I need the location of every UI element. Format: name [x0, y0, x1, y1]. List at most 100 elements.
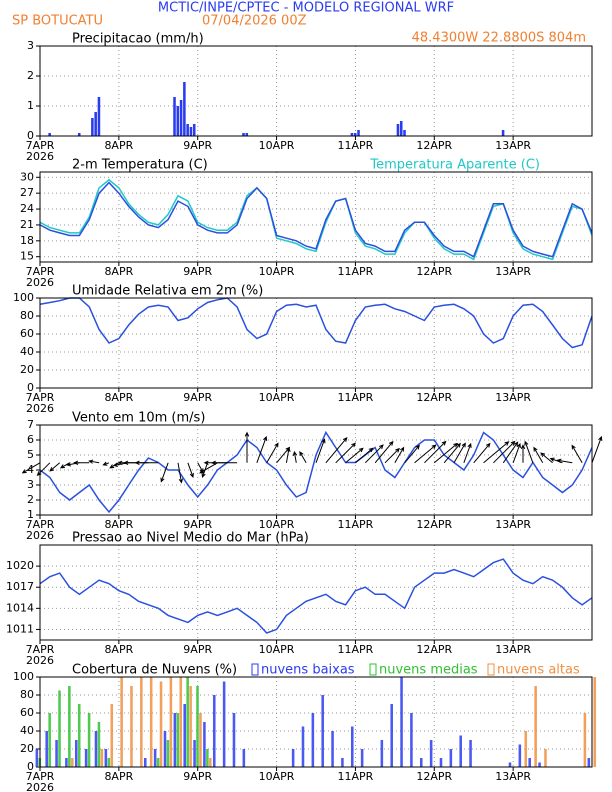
wind-arrow: [591, 435, 603, 463]
x-tick-label: 12APR: [416, 643, 452, 656]
bar: [159, 681, 163, 767]
wind-arrow: [187, 462, 194, 478]
wind-arrow: [384, 447, 400, 464]
line: [39, 178, 593, 261]
bar: [390, 704, 393, 767]
wind-arrow: [266, 442, 279, 464]
panel-title: 2-m Temperatura (C): [72, 158, 208, 173]
bar: [192, 124, 196, 136]
line: [39, 297, 593, 349]
bar: [143, 758, 147, 767]
y-tick-label: 18: [20, 234, 34, 247]
panel-frame: [39, 676, 593, 768]
wind-arrow: [463, 442, 472, 463]
x-tick-label: 11APR: [338, 643, 374, 656]
x-tick-label: 11APR: [338, 139, 374, 152]
bar: [100, 749, 104, 767]
y-tick-label: 4: [27, 463, 34, 476]
wind-arrow: [502, 441, 519, 464]
bar: [212, 695, 216, 767]
bar: [321, 695, 324, 767]
bar: [242, 749, 246, 767]
bar: [353, 133, 357, 136]
bar: [169, 677, 173, 767]
wind-arrow: [493, 440, 516, 464]
x-tick-label: 9APR: [183, 643, 212, 656]
x-year-label: 2026: [26, 781, 54, 792]
bar: [311, 713, 315, 767]
bar: [518, 744, 522, 767]
bar: [156, 758, 160, 767]
y-tick-label: 1011: [6, 622, 34, 635]
bar: [91, 118, 94, 136]
panel-title: Vento em 10m (m/s): [72, 411, 205, 426]
x-tick-label: 9APR: [183, 265, 212, 278]
bar: [459, 735, 462, 767]
x-tick-label: 10APR: [259, 770, 295, 783]
bar: [222, 681, 226, 767]
y-tick-label: 40: [20, 345, 34, 358]
bar: [94, 112, 97, 136]
x-tick-label: 13APR: [495, 265, 531, 278]
x-year-label: 2026: [26, 276, 54, 289]
x-tick-label: 12APR: [416, 518, 452, 531]
bar: [524, 731, 528, 767]
bar: [528, 758, 531, 767]
bar: [209, 758, 212, 767]
wind-arrow: [285, 446, 291, 463]
panel-title: Cobertura de Nuvens (%): [72, 663, 237, 678]
bar: [163, 731, 167, 767]
x-tick-label: 9APR: [183, 770, 212, 783]
wind-arrow: [292, 450, 298, 463]
wind-arrow: [404, 444, 420, 464]
bar: [77, 133, 81, 136]
bar: [97, 97, 101, 136]
wind-arrow: [414, 444, 437, 464]
bar: [242, 133, 245, 136]
bar: [380, 740, 384, 767]
bar: [183, 704, 186, 767]
bar: [55, 740, 58, 767]
bar: [593, 677, 597, 767]
bar: [203, 722, 206, 767]
wind-arrow: [335, 442, 356, 464]
y-tick-label: 80: [20, 309, 34, 322]
wind-arrow: [540, 452, 553, 464]
x-tick-label: 7APR: [26, 770, 55, 783]
x-tick-label: 12APR: [416, 770, 452, 783]
x-tick-label: 11APR: [338, 518, 374, 531]
y-tick-label: 30: [20, 170, 34, 183]
bar: [206, 749, 209, 767]
bar: [179, 677, 183, 767]
y-tick-label: 1: [27, 99, 34, 112]
panel-title: Umidade Relativa em 2m (%): [72, 284, 263, 299]
bar: [439, 758, 443, 767]
wind-arrow: [512, 442, 521, 463]
x-tick-label: 13APR: [495, 139, 531, 152]
wind-arrow: [433, 442, 459, 464]
bar: [84, 749, 88, 767]
y-tick-label: 60: [20, 327, 34, 340]
x-tick-label: 9APR: [183, 391, 212, 404]
y-tick-label: 21: [20, 218, 34, 231]
bar: [189, 127, 193, 136]
bar: [130, 686, 133, 767]
y-tick-label: 24: [20, 202, 34, 215]
wind-arrow: [325, 437, 348, 464]
x-tick-label: 9APR: [183, 518, 212, 531]
wind-arrow: [299, 450, 307, 464]
legend-label: nuvens baixas: [261, 663, 355, 678]
bar: [189, 686, 192, 767]
bar: [176, 713, 180, 767]
panel-frame: [39, 45, 593, 137]
x-tick-label: 8APR: [104, 770, 133, 783]
x-tick-label: 9APR: [183, 139, 212, 152]
bar: [544, 749, 547, 767]
bar: [68, 686, 71, 767]
y-tick-label: 2: [27, 493, 34, 506]
wind-arrow: [483, 441, 510, 464]
bar: [245, 133, 249, 136]
x-tick-label: 8APR: [104, 518, 133, 531]
x-tick-label: 10APR: [259, 391, 295, 404]
